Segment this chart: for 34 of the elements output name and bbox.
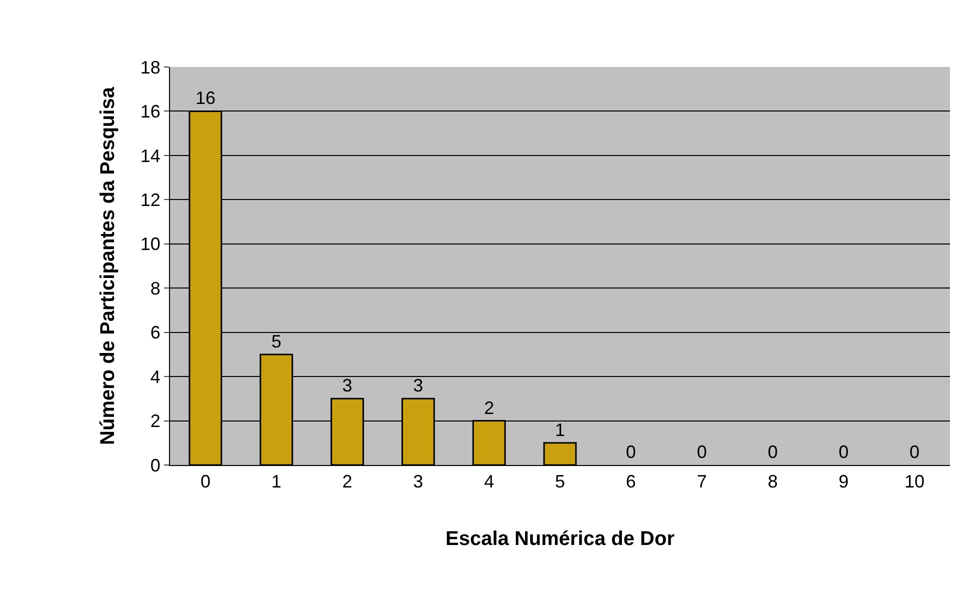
data-label: 0 xyxy=(696,442,707,462)
y-tick-label: 2 xyxy=(150,411,160,432)
data-label: 5 xyxy=(271,331,282,352)
x-tick-label: 3 xyxy=(413,472,424,492)
data-label: 1 xyxy=(554,420,566,440)
y-tick-label: 8 xyxy=(150,278,160,298)
y-axis-title: Número de Participantes da Pesquisa xyxy=(96,86,119,445)
y-tick-label: 16 xyxy=(140,102,160,122)
x-tick-label: 8 xyxy=(768,472,778,492)
data-label: 3 xyxy=(413,376,424,396)
data-label: 0 xyxy=(768,442,778,462)
x-axis-title: Escala Numérica de Dor xyxy=(446,528,675,550)
y-tick-label: 12 xyxy=(140,190,160,210)
x-tick-label: 0 xyxy=(200,472,210,492)
x-tick-label: 4 xyxy=(484,472,494,492)
y-tick-label: 14 xyxy=(140,146,160,166)
x-tick-label: 7 xyxy=(696,472,707,492)
y-tick-label: 18 xyxy=(140,57,160,78)
data-label: 0 xyxy=(910,442,920,462)
x-tick-label: 2 xyxy=(342,472,352,492)
x-tick-label: 10 xyxy=(904,472,925,492)
x-tick-label: 6 xyxy=(626,472,636,492)
y-tick-label: 10 xyxy=(140,234,160,254)
y-tick-label: 6 xyxy=(150,322,160,343)
data-label: 2 xyxy=(484,398,494,418)
y-tick-label: 0 xyxy=(150,455,160,476)
data-label: 0 xyxy=(626,442,636,462)
data-label: 16 xyxy=(195,88,216,108)
x-tick-label: 1 xyxy=(271,472,282,492)
data-label: 0 xyxy=(838,442,849,462)
x-tick-label: 9 xyxy=(838,472,849,492)
y-tick-label: 4 xyxy=(150,366,160,387)
x-tick-label: 5 xyxy=(554,472,566,492)
data-label: 3 xyxy=(342,376,352,396)
